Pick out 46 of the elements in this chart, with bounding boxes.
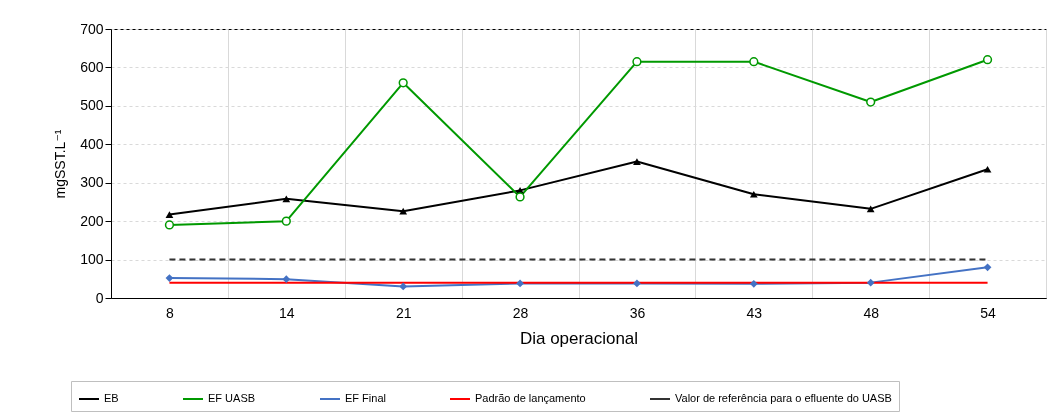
point — [866, 278, 875, 287]
point — [165, 274, 174, 282]
legend-label: Valor de referência para o efluente do UASB — [675, 392, 892, 404]
y-tick-label: 200 — [80, 212, 104, 229]
point — [515, 192, 525, 202]
x-tick-label: 14 — [279, 304, 295, 321]
legend-label: Padrão de lançamento — [475, 392, 586, 404]
y-tick-label: 400 — [80, 135, 104, 152]
point — [982, 55, 993, 65]
point — [749, 190, 758, 198]
y-tick-label: 300 — [80, 174, 104, 191]
y-tick-label: 600 — [80, 58, 104, 75]
point — [749, 279, 758, 288]
legend-label: EF Final — [345, 392, 386, 404]
x-tick-label: 48 — [863, 304, 880, 321]
point — [516, 279, 524, 288]
legend-label: EF UASB — [208, 392, 256, 404]
x-tick-label: 36 — [629, 304, 646, 321]
x-tick-label: 43 — [746, 304, 763, 321]
y-tick-label: 0 — [95, 289, 104, 306]
y-tick-label: 700 — [80, 20, 104, 37]
x-tick-label: 28 — [512, 304, 529, 321]
point — [164, 220, 175, 230]
point — [749, 57, 759, 67]
point — [866, 205, 875, 213]
point — [281, 216, 291, 226]
legend-label: EB — [104, 392, 119, 404]
point — [633, 279, 641, 288]
point — [632, 57, 642, 67]
point — [282, 275, 291, 284]
point — [165, 211, 174, 218]
x-tick-label: 8 — [166, 304, 175, 321]
y-tick-label: 500 — [80, 97, 104, 114]
point — [983, 263, 992, 272]
point — [866, 97, 876, 107]
point — [633, 158, 641, 165]
point — [399, 282, 408, 291]
point — [398, 78, 408, 88]
y-axis-title: mgSST.L⁻¹ — [52, 129, 69, 199]
point — [282, 195, 291, 203]
x-axis-title: Dia operacional — [519, 328, 639, 348]
point — [399, 207, 408, 215]
x-tick-label: 21 — [395, 304, 412, 321]
point — [983, 165, 992, 173]
y-tick-label: 100 — [80, 251, 104, 268]
x-tick-label: 54 — [980, 304, 997, 321]
